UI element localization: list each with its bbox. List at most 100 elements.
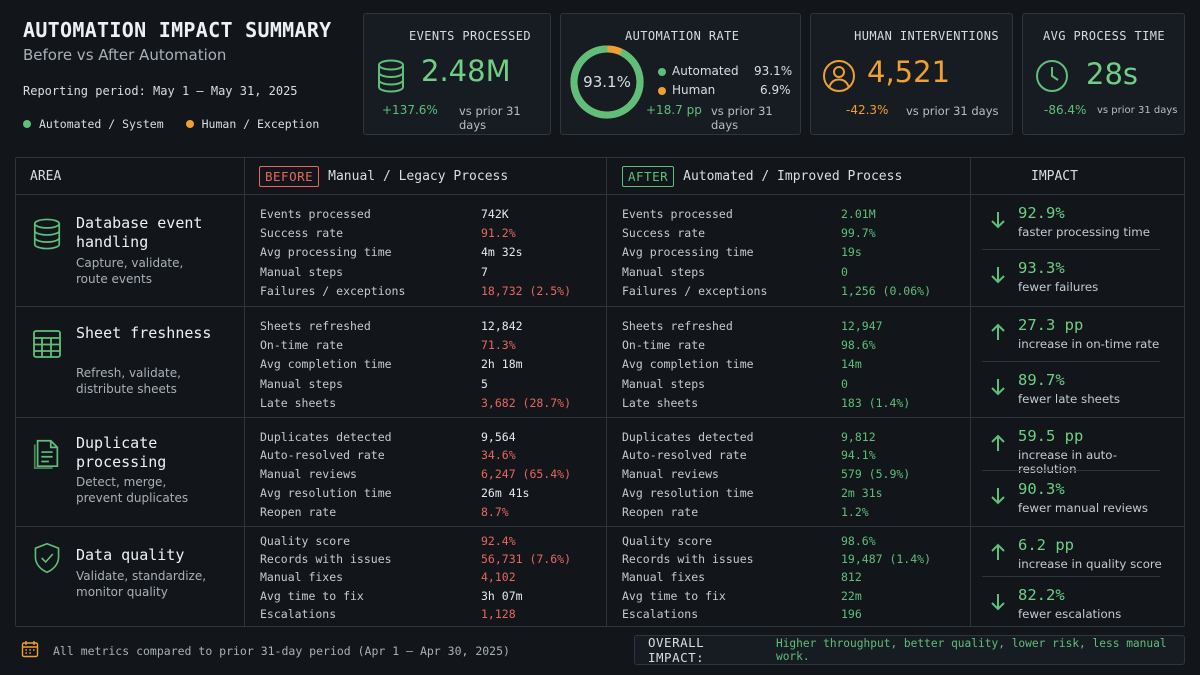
arrow-up-icon	[991, 323, 1005, 340]
overall-impact-box: OVERALL IMPACT: Higher throughput, bette…	[634, 635, 1185, 665]
arrow-down-icon	[991, 267, 1005, 284]
clock-icon	[1036, 60, 1068, 92]
metric-label: Escalations	[622, 607, 699, 622]
metric-value: 14m	[841, 357, 862, 372]
automation-donut-chart	[570, 45, 644, 119]
legend-automated-label: Automated / System	[39, 117, 164, 131]
human-label: Human	[672, 83, 716, 97]
impact-table: AREA BEFORE Manual / Legacy Process AFTE…	[15, 157, 1185, 627]
area-desc: Capture, validate, route events	[76, 256, 184, 286]
metric-value: 98.6%	[841, 337, 876, 352]
metric-value: 6,247 (65.4%)	[481, 467, 572, 482]
metric-label: Sheets refreshed	[260, 318, 371, 333]
metric-value: 7	[481, 264, 488, 279]
person-icon	[823, 60, 855, 92]
events-value: 2.48M	[421, 54, 511, 88]
metric-label: Late sheets	[622, 396, 699, 411]
impact-text: increase in on-time rate	[1018, 337, 1160, 351]
time-vs: vs prior 31 days	[1097, 105, 1178, 116]
overall-impact-label: OVERALL IMPACT:	[648, 635, 705, 665]
metric-label: Avg completion time	[622, 357, 754, 372]
impact-value: 93.3%	[1018, 259, 1065, 277]
metric-label: Auto-resolved rate	[622, 448, 747, 463]
metric-label: Reopen rate	[260, 504, 337, 519]
metric-value: 12,842	[481, 318, 523, 333]
impact-item: 27.3 pp increase in on-time rate	[982, 310, 1172, 365]
impact-value: 90.3%	[1018, 480, 1065, 498]
arrow-up-icon	[991, 434, 1005, 451]
time-delta: -86.4%	[1044, 103, 1087, 117]
metric-value: 71.3%	[481, 337, 516, 352]
area-desc: Refresh, validate, distribute sheets	[76, 366, 181, 396]
area-desc: Detect, merge, prevent duplicates	[76, 475, 189, 505]
metric-value: 183 (1.4%)	[841, 396, 911, 411]
metric-label: Avg resolution time	[622, 485, 754, 500]
before-label: Manual / Legacy Process	[328, 168, 509, 184]
metric-value: 56,731 (7.6%)	[481, 551, 572, 566]
impact-item: 93.3% fewer failures	[982, 253, 1172, 308]
metric-label: Records with issues	[622, 551, 754, 566]
metric-value: 0	[841, 264, 848, 279]
impact-value: 27.3 pp	[1018, 316, 1084, 334]
events-delta: +137.6%	[382, 103, 438, 117]
metric-value: 12,947	[841, 318, 883, 333]
metric-value: 3h 07m	[481, 588, 523, 603]
metric-label: Manual steps	[622, 264, 706, 279]
metric-value: 98.6%	[841, 533, 876, 548]
impact-item: 82.2% fewer escalations	[982, 580, 1172, 630]
page-subtitle: Before vs After Automation	[23, 46, 227, 64]
impact-divider	[982, 361, 1160, 362]
human-vs: vs prior 31 days	[906, 104, 999, 118]
metric-label: Events processed	[260, 206, 371, 221]
metric-label: Manual reviews	[260, 467, 357, 482]
metric-label: Failures / exceptions	[260, 284, 406, 299]
impact-item: 59.5 pp increase in auto-resolution	[982, 421, 1172, 476]
human-value: 4,521	[867, 55, 951, 89]
metric-value: 19s	[841, 245, 862, 260]
rate-vs: vs prior 31 days	[711, 104, 773, 132]
card-label: HUMAN INTERVENTIONS	[854, 29, 999, 43]
arrow-down-icon	[991, 212, 1005, 229]
impact-value: 59.5 pp	[1018, 427, 1084, 445]
column-header-before: BEFORE Manual / Legacy Process	[259, 158, 508, 194]
metric-value: 9,564	[481, 429, 516, 444]
metric-label: On-time rate	[260, 337, 344, 352]
rate-delta: +18.7 pp	[646, 103, 702, 117]
metric-value: 579 (5.9%)	[841, 467, 911, 482]
amber-dot-icon	[185, 120, 194, 128]
metric-value: 196	[841, 607, 862, 622]
arrow-down-icon	[991, 488, 1005, 505]
metric-label: Manual steps	[260, 264, 344, 279]
impact-divider	[982, 576, 1160, 577]
impact-divider	[982, 470, 1160, 471]
metric-label: Manual steps	[260, 376, 344, 391]
impact-value: 89.7%	[1018, 371, 1065, 389]
metric-label: Success rate	[622, 225, 706, 240]
impact-text: fewer manual reviews	[1018, 501, 1149, 515]
metric-label: On-time rate	[622, 337, 706, 352]
metric-value: 4,102	[481, 570, 516, 585]
events-vs: vs prior 31 days	[459, 104, 521, 132]
arrow-down-icon	[991, 594, 1005, 611]
metric-value: 91.2%	[481, 225, 516, 240]
human-delta: -42.3%	[846, 103, 889, 117]
metric-label: Avg completion time	[260, 357, 392, 372]
column-header-area: AREA	[30, 168, 62, 184]
column-header-impact: IMPACT	[1031, 168, 1078, 184]
green-dot-icon	[23, 120, 31, 128]
calendar-icon	[21, 641, 39, 658]
donut-center-value: 93.1%	[583, 73, 631, 91]
metric-value: 812	[841, 570, 862, 585]
metric-label: Avg processing time	[622, 245, 754, 260]
after-tag: AFTER	[622, 165, 675, 187]
metric-value: 9,812	[841, 429, 876, 444]
metric-label: Duplicates detected	[622, 429, 754, 444]
metric-label: Manual fixes	[260, 570, 344, 585]
metric-label: Auto-resolved rate	[260, 448, 385, 463]
metric-label: Avg resolution time	[260, 485, 392, 500]
after-label: Automated / Improved Process	[683, 168, 903, 184]
impact-divider	[982, 249, 1160, 250]
impact-item: 90.3% fewer manual reviews	[982, 474, 1172, 527]
legend: Automated / System Human / Exception	[23, 117, 319, 131]
events-processed-card: EVENTS PROCESSED 2.48M +137.6% vs prior …	[363, 13, 551, 135]
